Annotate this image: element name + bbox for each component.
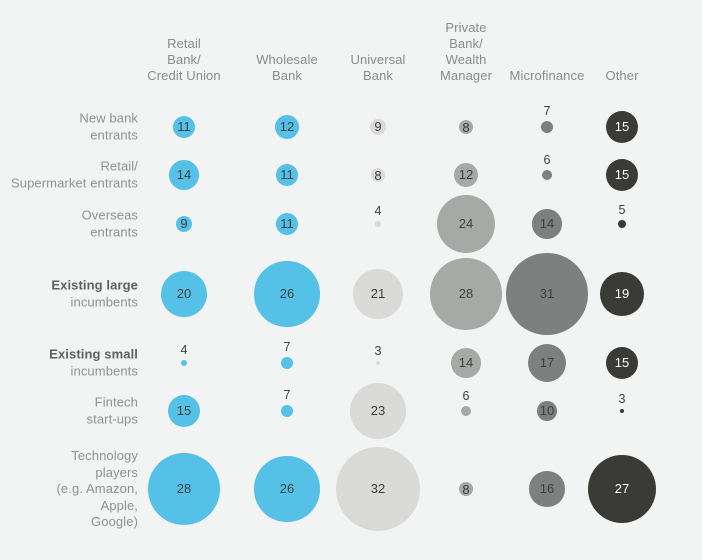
bubble-r7-c3: 32 xyxy=(335,446,421,532)
row-label-line: entrants xyxy=(90,224,138,239)
bubble-r7-c1: 28 xyxy=(148,453,220,525)
column-header-line: Wholesale xyxy=(256,52,318,67)
bubble-r4-c3: 21 xyxy=(353,269,403,319)
column-header-line: Bank/ xyxy=(167,52,201,67)
row-label-7: Technology players (e.g. Amazon, Apple, Goog… xyxy=(0,448,138,531)
bubble-r6-c5: 10 xyxy=(537,401,557,421)
bubble-r4-c6: 19 xyxy=(600,272,644,316)
bubble-r6-c2 xyxy=(280,404,294,418)
bubble-r3-c5: 14 xyxy=(532,209,562,239)
bubble-r2-c3: 8 xyxy=(370,168,386,183)
row-label-line: Fintech xyxy=(94,394,138,410)
row-label-1: New bank entrants xyxy=(0,111,138,144)
column-header-line: Bank/ xyxy=(449,36,483,51)
bubble-r1-c4: 8 xyxy=(458,120,474,135)
bubble-r6-c6 xyxy=(619,408,625,414)
bubble-r1-c5 xyxy=(540,120,554,134)
column-header-line: Bank xyxy=(362,68,394,83)
row-label-line: Technology xyxy=(71,447,138,463)
row-label-line: players xyxy=(95,464,138,480)
bubble-value-label: 4 xyxy=(374,203,382,218)
bubble-r5-c2 xyxy=(280,356,294,370)
column-header-line: Universal xyxy=(350,52,406,67)
column-header-6: Other xyxy=(557,8,687,84)
bubble-r6-c4 xyxy=(460,405,472,417)
row-label-4: Existing large incumbents xyxy=(0,278,138,311)
bubble-r1-c3: 9 xyxy=(369,118,387,136)
column-header-line: Manager xyxy=(439,68,492,83)
column-header-line: Bank xyxy=(271,68,303,83)
bubble-r3-c3 xyxy=(374,220,382,228)
column-header-1: Retail Bank/Credit Union xyxy=(119,8,249,84)
bubble-r7-c2: 26 xyxy=(254,456,320,522)
bubble-r5-c3 xyxy=(375,360,381,366)
bubble-r1-c1: 11 xyxy=(173,116,195,138)
bubble-r2-c5 xyxy=(541,169,553,181)
column-header-4: Private Bank/Wealth Manager xyxy=(401,8,531,84)
row-label-line: Apple, xyxy=(100,497,138,513)
bubble-r5-c6: 15 xyxy=(605,346,639,380)
column-header-line: Private xyxy=(445,20,487,35)
bubble-r7-c4: 8 xyxy=(458,482,474,497)
row-label-5: Existing small incumbents xyxy=(0,347,138,380)
bubble-r3-c6 xyxy=(617,219,626,228)
row-label-line: Supermarket entrants xyxy=(10,175,138,190)
column-header-line: Microfinance xyxy=(509,68,585,83)
bubble-r4-c2: 26 xyxy=(254,261,320,327)
bubble-value-label: 4 xyxy=(180,342,188,357)
bubble-value-label: 3 xyxy=(374,343,382,358)
bubble-value-label: 6 xyxy=(543,152,551,167)
bubble-r5-c4: 14 xyxy=(451,348,481,378)
row-label-line: Existing small xyxy=(49,346,138,362)
row-label-2: Retail/Supermarket entrants xyxy=(0,159,138,192)
row-label-line: Google) xyxy=(91,513,138,529)
bubble-value-label: 7 xyxy=(543,103,551,118)
column-header-line: Credit Union xyxy=(147,68,221,83)
bubble-value-label: 3 xyxy=(618,391,626,406)
bubble-r1-c2: 12 xyxy=(274,114,300,140)
bubble-r7-c6: 27 xyxy=(587,454,657,524)
bubble-r2-c4: 12 xyxy=(453,162,479,188)
row-label-line: Retail/ xyxy=(100,158,138,174)
row-label-line: incumbents xyxy=(70,363,138,378)
bubble-r2-c6: 15 xyxy=(605,158,639,192)
row-label-line: entrants xyxy=(90,127,138,142)
row-label-line: (e.g. Amazon, xyxy=(56,480,138,496)
bubble-r6-c3: 23 xyxy=(350,383,406,439)
bubble-r7-c5: 16 xyxy=(529,471,565,507)
bubble-r3-c4: 24 xyxy=(436,194,496,254)
bubble-value-label: 7 xyxy=(283,339,291,354)
bubble-r5-c1 xyxy=(180,359,188,367)
row-label-3: Overseas entrants xyxy=(0,208,138,241)
column-header-3: Universal Bank xyxy=(313,8,443,84)
row-label-line: New bank xyxy=(79,110,138,126)
bubble-r3-c2: 11 xyxy=(276,213,298,235)
column-header-line: Wealth xyxy=(445,52,487,67)
column-header-line: Other xyxy=(605,68,639,83)
bubble-value-label: 6 xyxy=(462,388,470,403)
bubble-r5-c5: 17 xyxy=(528,344,566,382)
row-label-line: Existing large xyxy=(51,277,138,293)
bubble-value-label: 7 xyxy=(283,387,291,402)
column-header-line: Retail xyxy=(167,36,201,51)
bubble-r4-c1: 20 xyxy=(160,270,208,318)
bubble-r3-c1: 9 xyxy=(175,215,193,233)
bubble-r4-c5: 31 xyxy=(506,253,588,335)
row-label-line: Overseas xyxy=(81,207,138,223)
column-header-5: Microfinance xyxy=(482,8,612,84)
row-label-line: start-ups xyxy=(86,411,138,426)
row-label-line: incumbents xyxy=(70,294,138,309)
bubble-r1-c6: 15 xyxy=(605,110,639,144)
bubble-r4-c4: 28 xyxy=(430,258,502,330)
row-label-6: Fintech start-ups xyxy=(0,395,138,428)
column-header-2: Wholesale Bank xyxy=(222,8,352,84)
bubble-value-label: 5 xyxy=(618,202,626,217)
bubble-r6-c1: 15 xyxy=(167,394,201,428)
bubble-r2-c1: 14 xyxy=(169,160,199,190)
bubble-r2-c2: 11 xyxy=(276,164,298,186)
